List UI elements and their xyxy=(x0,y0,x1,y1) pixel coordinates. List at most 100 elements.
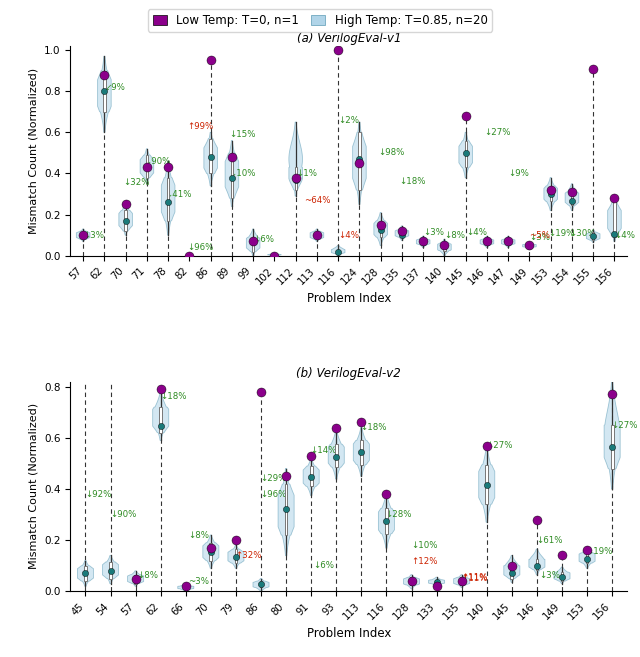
Y-axis label: Mismatch Count (Normalized): Mismatch Count (Normalized) xyxy=(29,68,38,234)
Text: ↓41%: ↓41% xyxy=(166,189,192,198)
PathPatch shape xyxy=(480,236,493,248)
Text: ↓2%: ↓2% xyxy=(339,116,359,125)
PathPatch shape xyxy=(332,246,345,256)
Text: ↓8%: ↓8% xyxy=(138,572,159,580)
Text: ↓98%: ↓98% xyxy=(378,148,404,158)
Text: ↓90%: ↓90% xyxy=(110,510,136,519)
Text: ↓19%: ↓19% xyxy=(548,229,575,238)
Bar xyxy=(435,579,438,583)
Bar xyxy=(209,139,212,173)
Text: ↓8%: ↓8% xyxy=(188,531,209,539)
Bar xyxy=(260,581,262,587)
Text: ↓27%: ↓27% xyxy=(486,441,513,450)
Text: ↙9%: ↙9% xyxy=(104,83,125,91)
Text: ↓18%: ↓18% xyxy=(399,177,426,186)
Bar xyxy=(592,232,595,240)
PathPatch shape xyxy=(374,213,387,246)
PathPatch shape xyxy=(98,57,111,132)
PathPatch shape xyxy=(289,122,303,196)
PathPatch shape xyxy=(479,447,495,522)
PathPatch shape xyxy=(246,229,260,256)
PathPatch shape xyxy=(161,161,175,235)
PathPatch shape xyxy=(225,141,239,206)
Bar xyxy=(613,200,616,237)
PathPatch shape xyxy=(178,583,194,591)
Text: ↓19%: ↓19% xyxy=(586,547,612,556)
PathPatch shape xyxy=(438,239,451,256)
Bar xyxy=(310,466,312,486)
Text: ↓15%: ↓15% xyxy=(229,130,256,139)
Bar xyxy=(82,231,84,239)
Text: ↓3%: ↓3% xyxy=(83,231,104,240)
Bar xyxy=(103,71,106,112)
Bar xyxy=(380,221,382,237)
Bar xyxy=(184,586,187,589)
PathPatch shape xyxy=(102,555,118,583)
Text: ↓32%: ↓32% xyxy=(123,178,150,187)
Bar xyxy=(422,239,424,244)
Text: ↓4%: ↓4% xyxy=(614,231,636,240)
Bar xyxy=(234,549,237,563)
Bar xyxy=(209,543,212,560)
Title: (a) VerilogEval-v1: (a) VerilogEval-v1 xyxy=(296,32,401,45)
Text: ↑11%: ↑11% xyxy=(461,574,488,583)
PathPatch shape xyxy=(459,132,472,177)
Bar xyxy=(611,425,614,468)
Bar xyxy=(84,566,87,581)
Bar xyxy=(410,578,413,585)
Bar xyxy=(125,210,127,231)
Text: ↓61%: ↓61% xyxy=(536,535,563,545)
PathPatch shape xyxy=(268,254,281,256)
PathPatch shape xyxy=(395,226,409,240)
Bar xyxy=(550,186,552,201)
Text: ↓29%: ↓29% xyxy=(260,474,287,484)
Text: ~3%: ~3% xyxy=(188,577,209,585)
PathPatch shape xyxy=(353,428,369,476)
PathPatch shape xyxy=(523,242,536,248)
PathPatch shape xyxy=(607,198,621,241)
Bar xyxy=(134,575,137,583)
Text: ↓92%: ↓92% xyxy=(85,489,111,499)
Bar xyxy=(586,553,588,563)
PathPatch shape xyxy=(204,132,218,186)
PathPatch shape xyxy=(278,468,294,555)
Bar xyxy=(252,237,254,252)
PathPatch shape xyxy=(529,549,545,575)
Text: ↓18%: ↓18% xyxy=(160,392,186,401)
Bar xyxy=(146,155,148,177)
PathPatch shape xyxy=(253,579,269,591)
Bar xyxy=(485,464,488,505)
PathPatch shape xyxy=(403,575,420,589)
Text: ↑32%: ↑32% xyxy=(236,551,262,560)
PathPatch shape xyxy=(310,229,324,241)
Bar xyxy=(358,132,360,190)
Bar xyxy=(360,440,363,464)
Bar xyxy=(536,559,538,570)
Text: ↓3%: ↓3% xyxy=(539,572,560,580)
Text: ↑12%: ↑12% xyxy=(411,557,437,566)
Bar xyxy=(285,484,287,535)
Text: ↓27%: ↓27% xyxy=(484,128,511,137)
Text: ↓96%: ↓96% xyxy=(260,489,287,499)
PathPatch shape xyxy=(127,571,143,586)
Bar xyxy=(337,250,339,254)
Text: ↓90%: ↓90% xyxy=(145,156,171,166)
Text: ↓10%: ↓10% xyxy=(411,541,437,550)
Bar xyxy=(561,572,563,581)
Y-axis label: Mismatch Count (Normalized): Mismatch Count (Normalized) xyxy=(29,403,38,570)
Bar xyxy=(444,242,445,250)
Bar xyxy=(231,153,233,198)
Bar xyxy=(294,168,297,190)
Text: ↑99%: ↑99% xyxy=(187,122,213,131)
Title: (b) VerilogEval-v2: (b) VerilogEval-v2 xyxy=(296,367,401,380)
Text: ↓3%: ↓3% xyxy=(423,227,444,237)
PathPatch shape xyxy=(586,230,600,242)
Text: ↓96%: ↓96% xyxy=(187,243,213,252)
PathPatch shape xyxy=(604,382,620,489)
X-axis label: Problem Index: Problem Index xyxy=(307,292,391,305)
Bar xyxy=(335,444,338,467)
Bar xyxy=(465,141,467,168)
PathPatch shape xyxy=(565,184,579,210)
Bar xyxy=(460,578,463,585)
PathPatch shape xyxy=(228,545,244,568)
